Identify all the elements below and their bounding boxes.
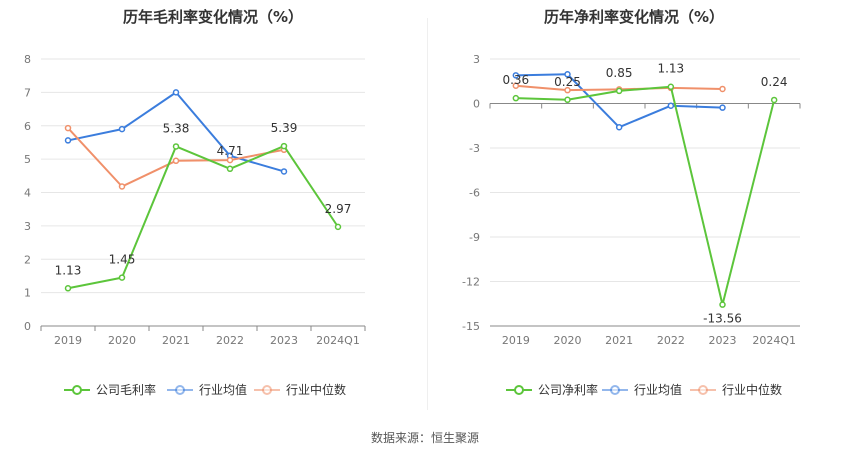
- data-point: [512, 72, 520, 79]
- y-tick-label: 6: [24, 120, 31, 133]
- data-point: [615, 87, 623, 95]
- data-point: [564, 96, 571, 104]
- legend-marker: [610, 385, 620, 395]
- x-tick-label: 2022: [657, 334, 685, 347]
- series-line-company: [67, 145, 339, 290]
- y-tick-label: 7: [24, 86, 31, 99]
- y-tick-label: 4: [24, 187, 31, 200]
- y-tick-label: 1: [24, 287, 31, 300]
- panel-divider: [427, 18, 428, 410]
- y-tick-label: 0: [24, 320, 31, 333]
- legend-marker: [72, 385, 82, 395]
- y-tick-label: -6: [469, 187, 480, 200]
- x-tick-label: 2021: [162, 334, 190, 347]
- legend-label: 行业均值: [199, 382, 247, 397]
- x-tick-label: 2024Q1: [752, 334, 796, 347]
- x-tick-label: 2020: [108, 334, 136, 347]
- y-tick-label: 0: [473, 98, 480, 111]
- x-tick-label: 2024Q1: [316, 334, 360, 347]
- chart-title-1: 历年毛利率变化情况（%）: [123, 8, 303, 26]
- data-point: [564, 71, 571, 78]
- y-tick-label: 3: [473, 53, 480, 66]
- data-point: [280, 142, 288, 150]
- y-tick-label: -9: [469, 231, 480, 244]
- data-point: [226, 165, 234, 173]
- data-label: -13.56: [703, 312, 742, 326]
- data-point: [334, 223, 342, 231]
- x-tick-label: 2023: [709, 334, 737, 347]
- data-point: [64, 124, 72, 132]
- data-point: [512, 94, 520, 102]
- y-tick-label: -15: [462, 320, 480, 333]
- legend-label: 行业中位数: [286, 382, 346, 397]
- data-point: [770, 96, 778, 104]
- x-tick-label: 2020: [554, 334, 582, 347]
- legend-marker: [514, 385, 524, 395]
- y-tick-label: 2: [24, 253, 31, 266]
- data-point: [172, 157, 180, 165]
- data-label: 0.85: [606, 66, 633, 80]
- x-tick-label: 2019: [54, 334, 82, 347]
- data-label: 5.38: [163, 121, 190, 135]
- legend-marker: [698, 385, 708, 395]
- legend-marker: [175, 385, 185, 395]
- legend-label: 公司净利率: [538, 382, 598, 397]
- data-point: [512, 82, 520, 89]
- data-point: [64, 137, 72, 144]
- data-point: [118, 125, 126, 133]
- data-label: 2.97: [325, 202, 352, 216]
- data-label: 5.39: [271, 121, 298, 135]
- x-tick-label: 2019: [502, 334, 530, 347]
- data-point: [667, 83, 675, 90]
- y-tick-label: 8: [24, 53, 31, 66]
- data-label: 4.71: [217, 144, 244, 158]
- data-point: [64, 285, 72, 292]
- series-line-industry-mean: [515, 73, 723, 129]
- series-line-company: [515, 85, 776, 306]
- y-tick-label: 5: [24, 153, 31, 166]
- data-point: [719, 85, 726, 93]
- data-label: 1.13: [657, 62, 684, 76]
- data-point: [172, 143, 180, 150]
- data-label: 1.13: [55, 263, 82, 277]
- y-tick-label: 3: [24, 220, 31, 233]
- legend-label: 公司毛利率: [96, 382, 156, 397]
- data-point: [564, 86, 571, 94]
- data-point: [226, 156, 234, 164]
- data-label: 1.45: [109, 253, 136, 267]
- data-point: [118, 183, 126, 190]
- data-label: 0.25: [554, 75, 581, 89]
- x-tick-label: 2023: [270, 334, 298, 347]
- source-note: 数据来源：恒生聚源: [370, 431, 479, 445]
- data-label: 0.24: [761, 75, 788, 89]
- data-point: [719, 301, 726, 308]
- series-line-industry-median: [67, 127, 285, 188]
- chart-title-2: 历年净利率变化情况（%）: [544, 8, 724, 26]
- x-tick-label: 2022: [216, 334, 244, 347]
- data-point: [118, 274, 126, 281]
- data-point: [615, 123, 623, 131]
- y-tick-label: -12: [462, 276, 480, 289]
- data-label: 0.36: [502, 73, 529, 87]
- legend-label: 行业均值: [634, 382, 682, 397]
- legend-marker: [262, 385, 272, 395]
- x-tick-label: 2021: [605, 334, 633, 347]
- data-point: [172, 89, 180, 96]
- data-point: [667, 102, 675, 109]
- legend-label: 行业中位数: [722, 382, 782, 397]
- y-tick-label: -3: [469, 142, 480, 155]
- data-point: [280, 168, 288, 175]
- data-point: [719, 104, 726, 111]
